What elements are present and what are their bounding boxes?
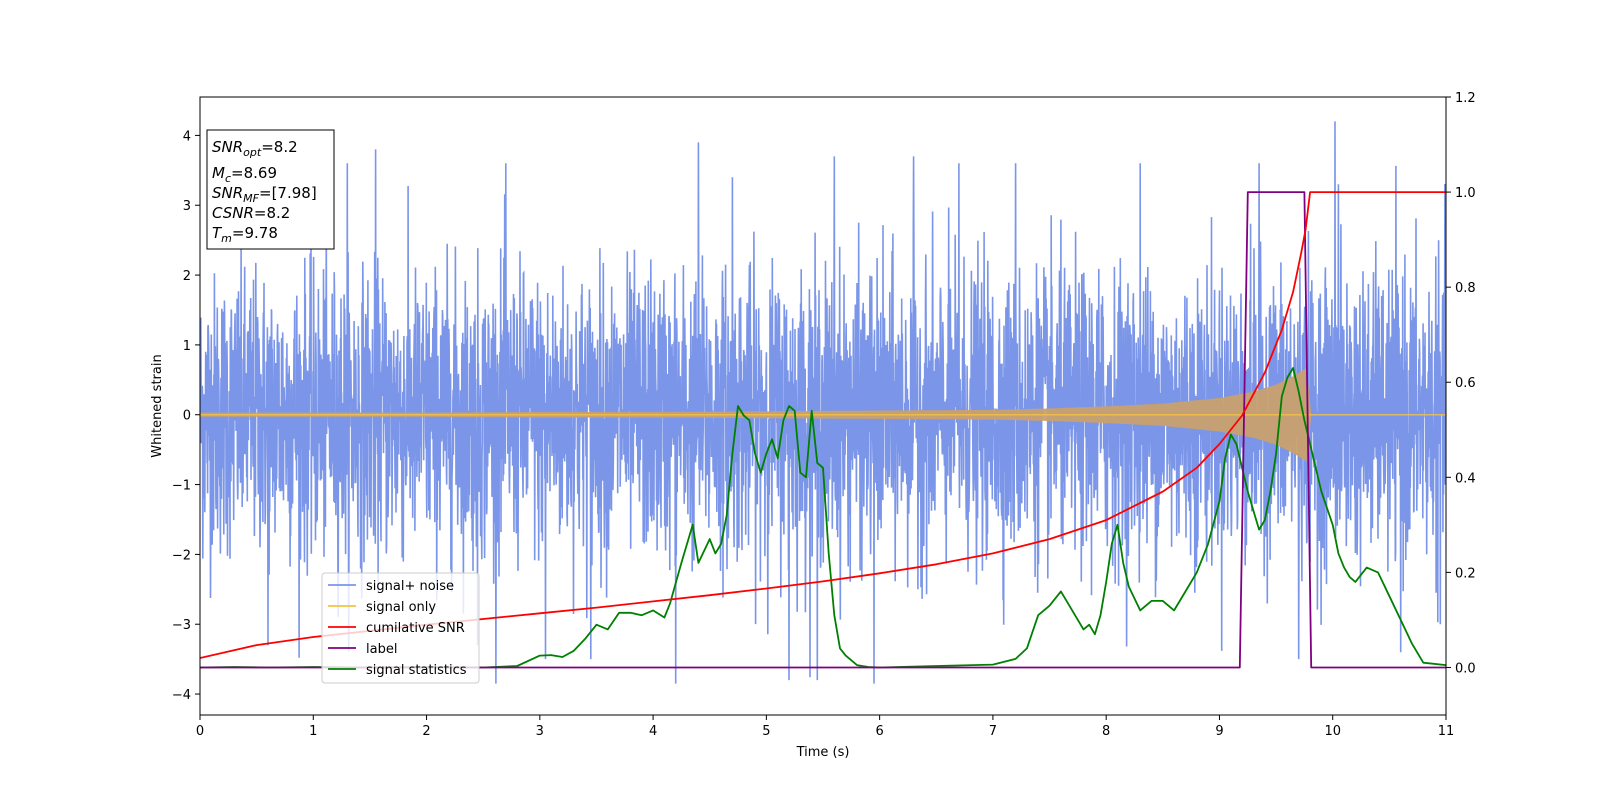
plot-area [200, 121, 1446, 684]
legend-label: signal statistics [366, 663, 467, 678]
x-tick-label: 11 [1438, 724, 1455, 739]
y-left-tick-label: −3 [172, 618, 191, 633]
legend-label: cumilative SNR [366, 621, 465, 636]
y-left-tick-label: 2 [183, 269, 191, 284]
x-tick-label: 2 [422, 724, 430, 739]
series-signal-statistics [200, 367, 1446, 669]
x-tick-label: 5 [762, 724, 770, 739]
series-label [200, 191, 1446, 669]
x-tick-label: 8 [1102, 724, 1110, 739]
legend-label: signal+ noise [366, 579, 454, 594]
y-right-tick-label: 1.2 [1455, 91, 1476, 106]
x-axis: 0 1 2 3 4 5 6 7 8 9 10 11 [196, 715, 1454, 739]
y-left-tick-label: 1 [183, 339, 191, 354]
legend-label: label [366, 642, 397, 657]
x-tick-label: 4 [649, 724, 657, 739]
y-right-tick-label: 0.8 [1455, 281, 1476, 296]
legend-label: signal only [366, 600, 436, 615]
y-right-tick-label: 0.0 [1455, 661, 1476, 676]
y-axis-left: −4 −3 −2 −1 0 1 2 3 4 [172, 129, 200, 703]
y-right-tick-label: 1.0 [1455, 186, 1476, 201]
y-right-tick-label: 0.4 [1455, 471, 1476, 486]
info-mc: Mc=8.69 [212, 164, 277, 185]
y-left-tick-label: 3 [183, 199, 191, 214]
legend-frame [321, 572, 480, 684]
x-tick-label: 10 [1324, 724, 1341, 739]
x-tick-label: 6 [875, 724, 883, 739]
x-axis-label: Time (s) [796, 745, 850, 760]
y-axis-label: Whitened strain [150, 354, 165, 457]
info-csnr: CSNR=8.2 [212, 204, 290, 222]
plot-frame [199, 96, 1447, 716]
x-tick-label: 0 [196, 724, 204, 739]
y-left-tick-label: −1 [172, 479, 191, 494]
info-snr-mf: SNRMF=[7.98] [212, 184, 317, 205]
x-tick-label: 3 [536, 724, 544, 739]
info-tm: Tm=9.78 [212, 224, 278, 245]
info-snr-opt: SNRopt=8.2 [212, 138, 298, 159]
y-left-tick-label: −2 [172, 548, 191, 563]
x-tick-label: 7 [989, 724, 997, 739]
x-tick-label: 1 [309, 724, 317, 739]
y-left-tick-label: 4 [183, 129, 191, 144]
info-box: SNRopt=8.2 Mc=8.69 SNRMF=[7.98] CSNR=8.2… [206, 129, 335, 250]
info-box-frame [206, 129, 335, 250]
y-left-tick-label: 0 [183, 409, 191, 424]
legend: signal+ noise signal only cumilative SNR la… [321, 572, 480, 684]
y-right-tick-label: 0.6 [1455, 376, 1476, 391]
y-left-tick-label: −4 [172, 688, 191, 703]
y-axis-right: 0.0 0.2 0.4 0.6 0.8 1.0 1.2 [1446, 91, 1476, 676]
y-right-tick-label: 0.2 [1455, 566, 1476, 581]
x-tick-label: 9 [1215, 724, 1223, 739]
